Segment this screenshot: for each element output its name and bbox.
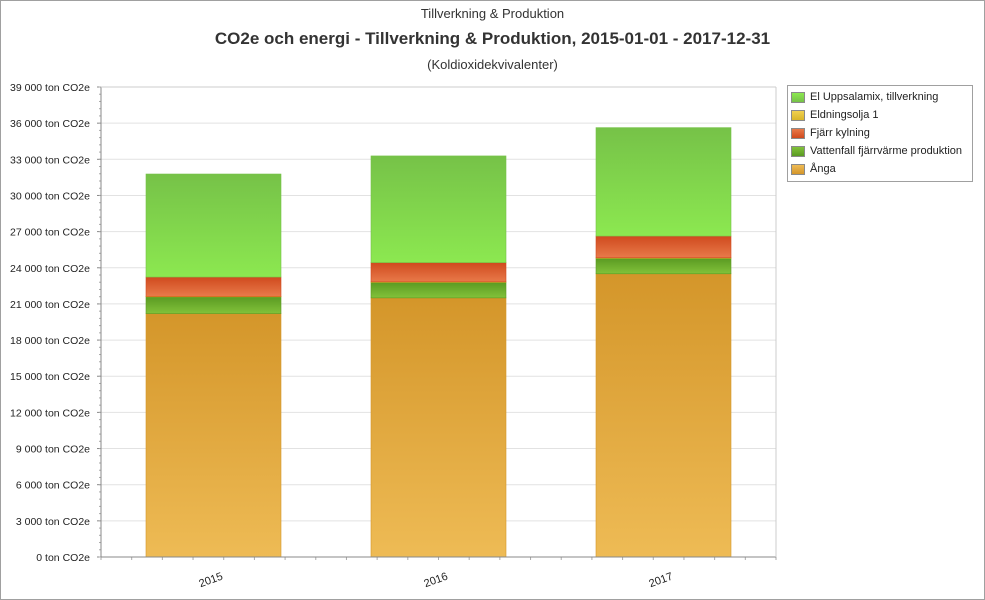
legend-label: Eldningsolja 1 [810,109,879,121]
legend: El Uppsalamix, tillverkning Eldningsolja … [787,85,973,182]
bar-segment[interactable] [595,273,732,558]
y-tick-label: 21 000 ton CO2e [10,299,90,311]
y-tick-label: 27 000 ton CO2e [10,227,90,239]
chart-supertitle: Tillverkning & Produktion [420,6,565,21]
x-tick-label: 2017 [647,571,674,591]
y-tick-label: 6 000 ton CO2e [16,480,90,492]
y-tick-label: 12 000 ton CO2e [10,407,90,419]
legend-item[interactable]: Vattenfall fjärrvärme produktion [788,142,972,160]
legend-swatch [791,91,805,103]
bar-segment[interactable] [595,257,732,275]
y-tick-label: 0 ton CO2e [36,552,90,564]
x-tick-label: 2015 [197,571,224,591]
bar-segment[interactable] [370,155,507,263]
legend-swatch [791,109,805,121]
bar-segment[interactable] [370,281,507,299]
legend-label: El Uppsalamix, tillverkning [810,91,939,103]
y-tick-label: 33 000 ton CO2e [10,154,90,166]
y-tick-label: 3 000 ton CO2e [16,516,90,528]
legend-swatch [791,127,805,139]
bar-segment[interactable] [145,173,282,278]
bar-segment[interactable] [595,127,732,237]
legend-item[interactable]: El Uppsalamix, tillverkning [788,88,972,106]
legend-item[interactable]: Fjärr kylning [788,124,972,142]
legend-swatch [791,163,805,175]
legend-item[interactable]: Eldningsolja 1 [788,106,972,124]
y-tick-label: 39 000 ton CO2e [10,82,90,94]
y-tick-label: 9 000 ton CO2e [16,444,90,456]
legend-label: Fjärr kylning [810,127,870,139]
bars [145,127,732,558]
y-tick-label: 36 000 ton CO2e [10,118,90,130]
legend-label: Ånga [810,163,836,175]
chart-subtitle: (Koldioxidekvivalenter) [427,57,558,72]
legend-label: Vattenfall fjärrvärme produktion [810,145,963,157]
bar-segment[interactable] [370,297,507,558]
y-tick-label: 15 000 ton CO2e [10,371,90,383]
chart-title: CO2e och energi - Tillverkning & Produkt… [214,29,771,48]
bar-segment[interactable] [370,262,507,283]
y-tick-label: 24 000 ton CO2e [10,263,90,275]
y-tick-label: 18 000 ton CO2e [10,335,90,347]
bar-segment[interactable] [595,235,732,259]
bar-segment[interactable] [145,313,282,558]
x-tick-label: 2016 [422,571,449,591]
y-tick-label: 30 000 ton CO2e [10,190,90,202]
legend-item[interactable]: Ånga [788,160,972,178]
legend-swatch [791,145,805,157]
bar-segment[interactable] [145,276,282,297]
bar-segment[interactable] [145,296,282,314]
